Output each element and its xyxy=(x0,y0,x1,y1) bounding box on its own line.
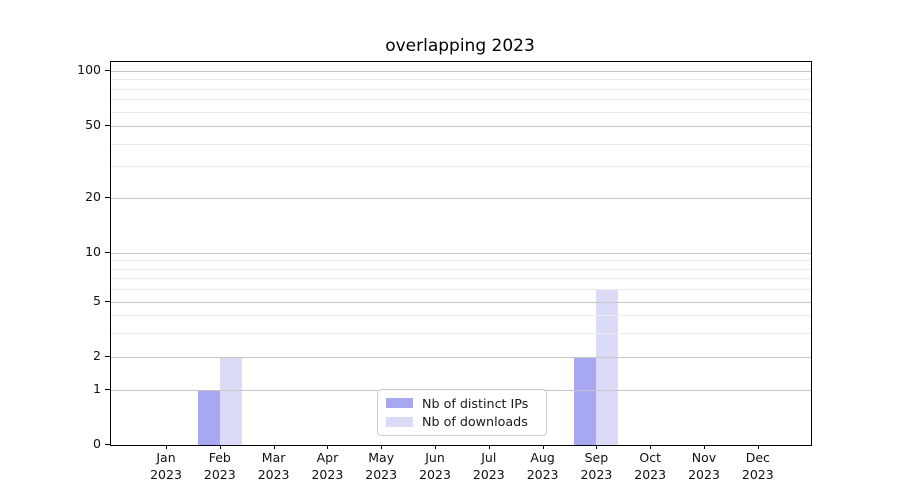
plot-area: Nb of distinct IPs Nb of downloads xyxy=(110,61,812,446)
x-axis-tick xyxy=(381,445,383,449)
bar-distinct-ips-feb xyxy=(197,390,220,445)
x-axis-tick-label: Mar 2023 xyxy=(257,450,290,482)
y-axis-tick xyxy=(105,70,110,71)
y-minor-gridline xyxy=(111,111,811,113)
y-minor-gridline xyxy=(111,79,811,81)
x-axis-tick-label: Aug 2023 xyxy=(526,450,559,482)
x-axis-tick xyxy=(273,445,275,449)
y-major-gridline xyxy=(111,357,811,358)
x-axis-tick-label: Jan 2023 xyxy=(150,450,182,482)
y-minor-gridline xyxy=(111,268,811,270)
legend-item-downloads: Nb of downloads xyxy=(386,414,538,429)
y-major-gridline xyxy=(111,198,811,199)
y-axis-tick xyxy=(105,356,110,357)
bar-downloads-feb xyxy=(219,357,242,445)
x-axis-tick-label: Apr 2023 xyxy=(311,450,344,482)
x-axis-tick xyxy=(166,445,167,449)
y-minor-gridline xyxy=(111,88,811,90)
y-axis-tick-label: 50 xyxy=(85,117,101,132)
y-axis-tick xyxy=(105,197,110,198)
y-axis-tick-label: 5 xyxy=(93,293,101,308)
x-axis-tick-label: Sep 2023 xyxy=(580,450,613,482)
x-axis-tick xyxy=(757,445,759,449)
y-minor-gridline xyxy=(111,278,811,280)
y-axis-tick-label: 2 xyxy=(93,348,101,363)
y-major-gridline xyxy=(111,71,811,72)
x-axis-tick-label: Nov 2023 xyxy=(688,450,720,482)
y-axis-tick xyxy=(105,252,110,253)
x-axis-tick xyxy=(488,445,490,449)
y-minor-gridline xyxy=(111,166,811,168)
bar-downloads-sep xyxy=(596,289,619,445)
legend-label-downloads: Nb of downloads xyxy=(422,414,528,430)
x-axis-tick xyxy=(327,445,329,449)
legend-swatch-downloads xyxy=(386,416,413,427)
x-axis-tick xyxy=(650,445,652,449)
x-axis-tick xyxy=(542,445,544,449)
x-axis-tick xyxy=(704,445,705,449)
y-minor-gridline xyxy=(111,289,811,291)
y-axis-tick xyxy=(105,389,110,390)
y-minor-gridline xyxy=(111,260,811,262)
x-axis-tick xyxy=(219,445,221,449)
y-major-gridline xyxy=(111,126,811,127)
y-minor-gridline xyxy=(111,315,811,317)
y-minor-gridline xyxy=(111,99,811,101)
x-axis-tick-label: Dec 2023 xyxy=(741,450,774,482)
y-axis-tick-label: 20 xyxy=(85,189,101,204)
y-axis-tick-label: 0 xyxy=(93,436,101,451)
y-major-gridline xyxy=(111,253,811,254)
y-axis-tick-label: 1 xyxy=(93,381,101,396)
y-minor-gridline xyxy=(111,332,811,334)
legend: Nb of distinct IPs Nb of downloads xyxy=(377,389,547,436)
x-axis-tick-label: Jul 2023 xyxy=(472,450,505,482)
legend-item-distinct-ips: Nb of distinct IPs xyxy=(386,396,538,411)
legend-label-distinct-ips: Nb of distinct IPs xyxy=(422,395,529,411)
y-minor-gridline xyxy=(111,143,811,145)
y-axis-tick-label: 10 xyxy=(85,244,101,259)
x-axis-tick-label: Oct 2023 xyxy=(634,450,667,482)
x-axis-tick-label: Feb 2023 xyxy=(203,450,236,482)
y-axis-tick xyxy=(105,444,110,445)
x-axis-tick-label: May 2023 xyxy=(365,450,398,482)
x-axis-tick xyxy=(596,445,598,449)
y-axis-tick xyxy=(105,301,110,302)
legend-swatch-distinct-ips xyxy=(386,398,413,409)
y-major-gridline xyxy=(111,302,811,303)
x-axis-tick-label: Jun 2023 xyxy=(419,450,451,482)
y-axis-tick xyxy=(105,125,110,126)
x-axis-tick xyxy=(435,445,436,449)
y-axis-tick-label: 100 xyxy=(77,62,101,77)
chart-title: overlapping 2023 xyxy=(385,36,535,56)
bar-distinct-ips-sep xyxy=(574,357,597,445)
